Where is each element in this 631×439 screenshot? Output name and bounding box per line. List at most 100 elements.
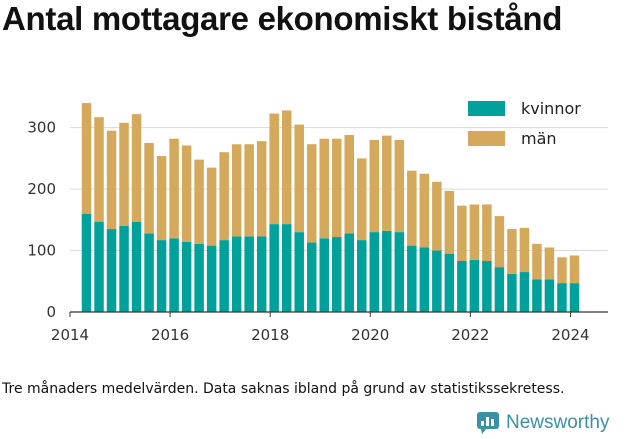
x-axis: 2014 2016 2018 2020 2022 2024 xyxy=(51,311,608,344)
bar-man xyxy=(244,144,254,237)
footnote: Tre månaders medelvärden. Data saknas ib… xyxy=(2,381,565,397)
bar-kvinnor xyxy=(244,236,254,312)
bar-man xyxy=(231,144,242,237)
bar-kvinnor xyxy=(144,233,154,312)
bar-man xyxy=(544,247,555,280)
bar-kvinnor xyxy=(94,221,104,312)
bar-man xyxy=(407,170,417,246)
bar-group xyxy=(81,103,580,312)
bar-kvinnor xyxy=(231,236,242,312)
bar-man xyxy=(331,138,342,238)
bar-kvinnor xyxy=(269,224,279,312)
bar-man xyxy=(432,181,442,251)
bar-kvinnor xyxy=(532,279,542,312)
bar-kvinnor xyxy=(507,273,517,312)
bar-kvinnor xyxy=(106,229,117,312)
bar-man xyxy=(482,204,492,261)
bar-man xyxy=(557,257,567,284)
legend-swatch-kvinnor xyxy=(468,101,505,116)
bar-kvinnor xyxy=(81,213,92,312)
y-tick-label: 200 xyxy=(27,180,56,198)
bar-kvinnor xyxy=(169,238,179,312)
legend-label-man: män xyxy=(521,129,557,148)
bar-kvinnor xyxy=(569,283,580,312)
bar-man xyxy=(119,122,129,226)
bar-kvinnor xyxy=(319,238,329,312)
x-tick-label: 2016 xyxy=(151,326,189,344)
bar-kvinnor xyxy=(181,241,192,312)
x-tick-label: 2022 xyxy=(451,326,489,344)
bar-kvinnor xyxy=(131,221,142,312)
bar-kvinnor xyxy=(382,230,392,312)
x-tick-label: 2014 xyxy=(51,326,89,344)
bar-kvinnor xyxy=(357,240,367,312)
bar-kvinnor xyxy=(369,232,380,312)
bar-kvinnor xyxy=(419,247,430,312)
chart-title: Antal mottagare ekonomiskt bistånd xyxy=(2,0,563,37)
bar-kvinnor xyxy=(219,240,229,312)
x-tick-label: 2018 xyxy=(251,326,289,344)
y-tick-label: 300 xyxy=(27,119,56,137)
bar-kvinnor xyxy=(119,225,129,312)
bar-man xyxy=(357,158,367,241)
bar-kvinnor xyxy=(407,245,417,312)
bar-kvinnor xyxy=(544,279,555,312)
bar-kvinnor xyxy=(206,245,217,312)
bar-man xyxy=(344,135,355,234)
bar-kvinnor xyxy=(294,232,304,312)
bar-man xyxy=(269,113,279,225)
bar-man xyxy=(532,243,542,280)
bar-man xyxy=(569,255,580,284)
bar-man xyxy=(194,159,204,244)
bar-kvinnor xyxy=(256,236,267,312)
bar-kvinnor xyxy=(469,259,480,312)
bar-man xyxy=(457,205,467,261)
bar-kvinnor xyxy=(482,260,492,312)
bar-kvinnor xyxy=(519,272,530,312)
brand[interactable]: Newsworthy xyxy=(476,408,609,438)
bar-man xyxy=(206,167,217,246)
bar-kvinnor xyxy=(331,237,342,312)
newsworthy-logo-icon xyxy=(477,412,499,434)
stacked-bar-chart: 0 100 200 300 2014 2016 2018 2020 2022 2024 kvin… xyxy=(27,99,608,344)
bar-man xyxy=(106,130,117,230)
x-tick-label: 2020 xyxy=(351,326,389,344)
bar-man xyxy=(294,124,304,233)
x-tick-label: 2024 xyxy=(551,326,589,344)
bar-man xyxy=(181,145,192,242)
bar-man xyxy=(81,103,92,214)
bar-kvinnor xyxy=(156,240,167,312)
bar-man xyxy=(469,204,480,260)
bar-man xyxy=(319,138,329,239)
bar-kvinnor xyxy=(306,242,317,312)
bar-kvinnor xyxy=(432,250,442,312)
bar-kvinnor xyxy=(394,232,405,312)
bar-man xyxy=(169,138,179,239)
bar-man xyxy=(382,135,392,231)
bar-man xyxy=(519,227,530,273)
bar-man xyxy=(219,152,229,241)
bar-kvinnor xyxy=(557,283,567,312)
legend-label-kvinnor: kvinnor xyxy=(521,99,581,118)
bar-man xyxy=(131,114,142,222)
legend: kvinnor män xyxy=(468,99,581,148)
bar-man xyxy=(507,229,517,274)
bar-kvinnor xyxy=(494,267,505,312)
y-tick-label: 100 xyxy=(27,242,56,260)
legend-swatch-man xyxy=(468,131,505,146)
bar-kvinnor xyxy=(194,243,204,312)
bar-man xyxy=(444,190,455,254)
bar-man xyxy=(156,155,167,241)
bar-man xyxy=(94,117,104,222)
y-axis: 0 100 200 300 xyxy=(27,119,56,321)
y-tick-label: 0 xyxy=(46,303,56,321)
bar-man xyxy=(281,110,292,225)
bar-man xyxy=(256,141,267,237)
bar-kvinnor xyxy=(457,260,467,312)
bar-man xyxy=(144,143,154,234)
bar-man xyxy=(306,144,317,243)
bar-man xyxy=(419,173,430,248)
bar-kvinnor xyxy=(444,253,455,312)
bar-kvinnor xyxy=(281,224,292,312)
bar-man xyxy=(369,139,380,233)
